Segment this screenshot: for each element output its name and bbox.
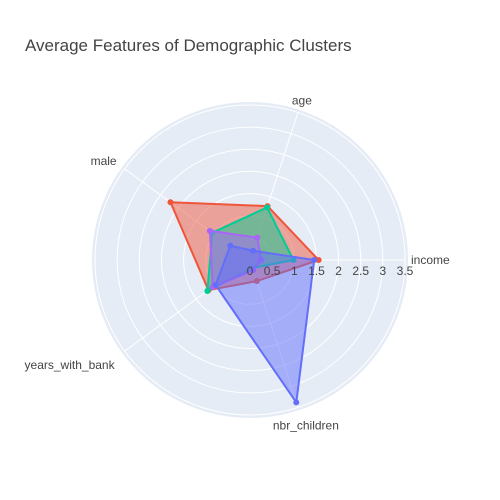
radial-tick-label: 0	[247, 264, 254, 278]
radial-tick-label: 1	[291, 264, 298, 278]
axis-label-male: male	[91, 154, 117, 168]
data-point-male[interactable]	[227, 242, 234, 249]
axis-label-years_with_bank: years_with_bank	[25, 358, 116, 372]
axis-label-income: income	[411, 253, 450, 267]
radial-tick-labels: 0 0.5 1 1.5 2 2.5 3 3.5	[247, 264, 414, 278]
data-point-income[interactable]	[311, 257, 318, 263]
series-area	[214, 244, 316, 404]
radial-tick-label: 0.5	[264, 264, 281, 278]
data-point-age[interactable]	[250, 247, 257, 254]
data-point-nbr_children[interactable]	[293, 399, 300, 406]
data-point-age[interactable]	[254, 234, 261, 241]
data-point-age[interactable]	[264, 204, 271, 211]
radial-tick-label: 3.5	[397, 264, 414, 278]
radial-tick-label: 2	[335, 264, 342, 278]
chart-title: Average Features of Demographic Clusters	[25, 36, 352, 55]
radial-tick-label: 2.5	[352, 264, 369, 278]
radial-tick-label: 3	[380, 264, 387, 278]
data-point-male[interactable]	[206, 227, 213, 234]
series-layer	[167, 199, 322, 406]
data-point-income[interactable]	[315, 257, 322, 263]
data-point-years_with_bank[interactable]	[204, 287, 211, 294]
series-4	[212, 242, 318, 406]
data-point-years_with_bank[interactable]	[212, 281, 219, 288]
axis-label-age: age	[292, 94, 312, 108]
angular-axis-labels: income age male years_with_bank nbr_children	[25, 94, 450, 433]
axis-label-nbr_children: nbr_children	[273, 418, 339, 432]
data-point-male[interactable]	[167, 199, 174, 206]
radial-tick-label: 1.5	[308, 264, 325, 278]
